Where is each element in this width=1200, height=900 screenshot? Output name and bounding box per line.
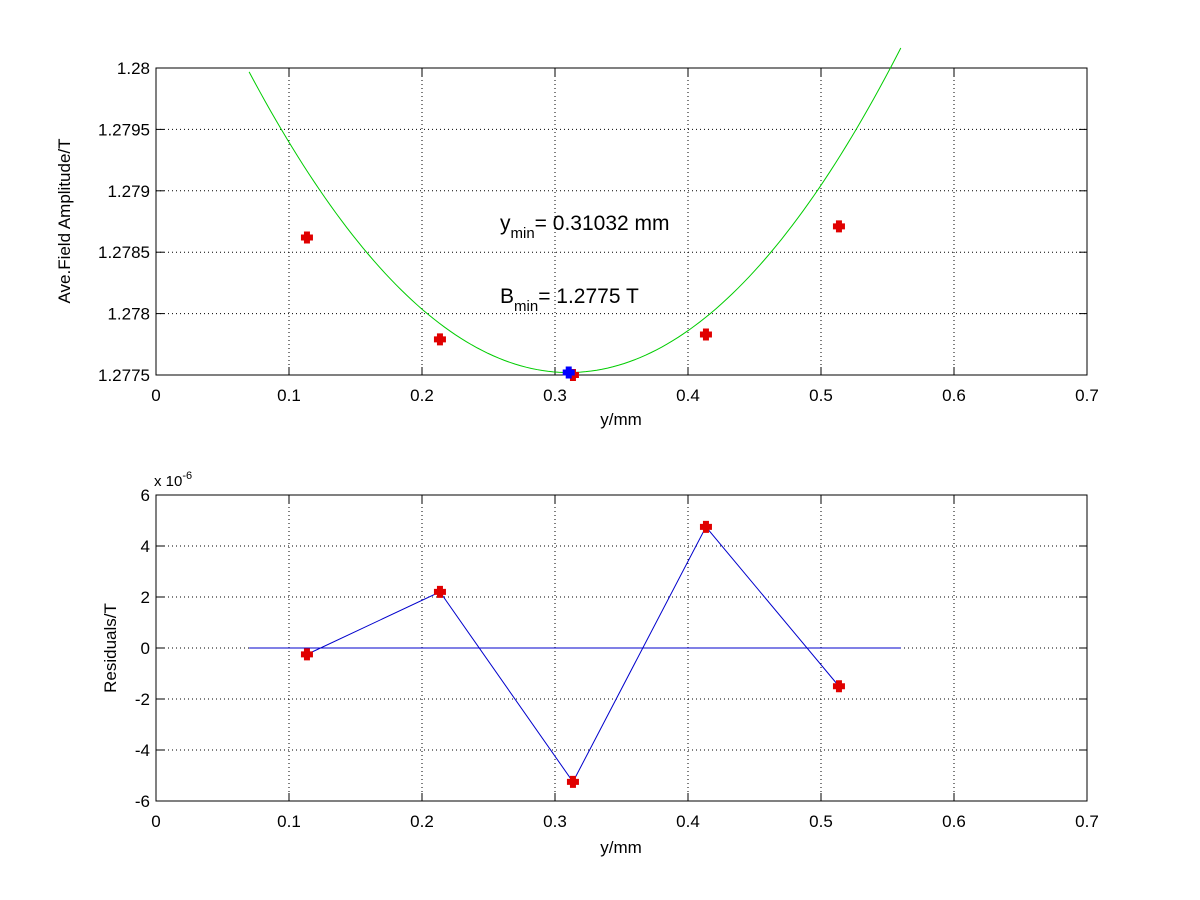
y-min-annotation-value: = 0.31032 mm: [535, 212, 670, 235]
residuals-y-multiplier-base: x 10: [154, 473, 182, 490]
fit-y-tick-label: 1.2795: [98, 120, 150, 139]
residual-point: [433, 585, 446, 598]
residuals-y-tick-label: 0: [141, 639, 150, 658]
residuals-y-tick-label: 6: [141, 486, 150, 505]
residuals-x-tick-label: 0.4: [676, 812, 700, 831]
fit-x-tick-label: 0.3: [543, 386, 567, 405]
fit-panel: 0 0.1 0.2 0.3 0.4 0.5 0.6 0.7 1.2775 1.278 1.2785 1…: [55, 47, 1099, 429]
fit-x-tick-label: 0.7: [1075, 386, 1099, 405]
b-min-annotation: Bmin= 1.2775 T: [500, 285, 639, 315]
y-min-annotation-main: y: [500, 212, 511, 235]
minimum-point: [562, 366, 575, 379]
residuals-x-tick-label: 0.7: [1075, 812, 1099, 831]
residuals-y-tick-label: 4: [141, 537, 150, 556]
residual-point: [566, 775, 579, 788]
fit-ticks: 0 0.1 0.2 0.3 0.4 0.5 0.6 0.7 1.2775 1.278 1.2785 1…: [98, 59, 1099, 405]
fit-plot-area: [156, 68, 1087, 375]
fit-x-tick-label: 0.6: [942, 386, 966, 405]
residuals-y-multiplier-exponent: -6: [182, 470, 192, 482]
fit-y-tick-label: 1.2775: [98, 366, 150, 385]
residual-point: [300, 648, 313, 661]
residuals-x-tick-label: 0: [151, 812, 160, 831]
fit-x-tick-label: 0.2: [410, 386, 434, 405]
measured-point: [433, 333, 446, 346]
residuals-x-tick-label: 0.5: [809, 812, 833, 831]
residuals-y-tick-label: -4: [135, 741, 150, 760]
residuals-x-tick-label: 0.3: [543, 812, 567, 831]
measured-point: [699, 328, 712, 341]
fit-y-tick-label: 1.2785: [98, 243, 150, 262]
fit-y-axis-label: Ave.Field Amplitude/T: [55, 138, 74, 303]
residuals-x-tick-label: 0.6: [942, 812, 966, 831]
residual-point: [832, 680, 845, 693]
fit-y-tick-label: 1.28: [117, 59, 150, 78]
residuals-series: [249, 520, 901, 788]
fit-axes-box: [155, 67, 1088, 376]
measured-point: [300, 231, 313, 244]
fit-x-tick-label: 0.4: [676, 386, 700, 405]
residuals-y-tick-label: -2: [135, 690, 150, 709]
b-min-annotation-value: = 1.2775 T: [538, 285, 639, 308]
b-min-annotation-main: B: [500, 285, 514, 308]
residuals-y-tick-label: -6: [135, 792, 150, 811]
fit-series: [248, 47, 902, 381]
fit-y-tick-label: 1.279: [107, 182, 150, 201]
residuals-y-tick-label: 2: [141, 588, 150, 607]
residuals-x-tick-label: 0.1: [277, 812, 301, 831]
measured-point: [832, 220, 845, 233]
fit-y-tick-label: 1.278: [107, 305, 150, 324]
fit-x-axis-label: y/mm: [600, 410, 642, 429]
residuals-ticks: 0 0.1 0.2 0.3 0.4 0.5 0.6 0.7 -6 -4 -2 0 2 4 6: [135, 486, 1099, 831]
residuals-y-multiplier: x 10-6: [154, 470, 192, 490]
y-min-annotation-subscript: min: [511, 225, 535, 242]
residuals-x-axis-label: y/mm: [600, 838, 642, 857]
residuals-panel: 0 0.1 0.2 0.3 0.4 0.5 0.6 0.7 -6 -4 -2 0 2 4 6 y/mm Re…: [101, 470, 1099, 857]
fit-x-tick-label: 0.1: [277, 386, 301, 405]
residual-point: [699, 520, 712, 533]
residuals-x-tick-label: 0.2: [410, 812, 434, 831]
fit-x-tick-label: 0.5: [809, 386, 833, 405]
residuals-y-axis-label: Residuals/T: [101, 603, 120, 693]
y-min-annotation: ymin= 0.31032 mm: [500, 212, 670, 242]
fit-x-tick-label: 0: [151, 386, 160, 405]
b-min-annotation-subscript: min: [514, 298, 538, 315]
